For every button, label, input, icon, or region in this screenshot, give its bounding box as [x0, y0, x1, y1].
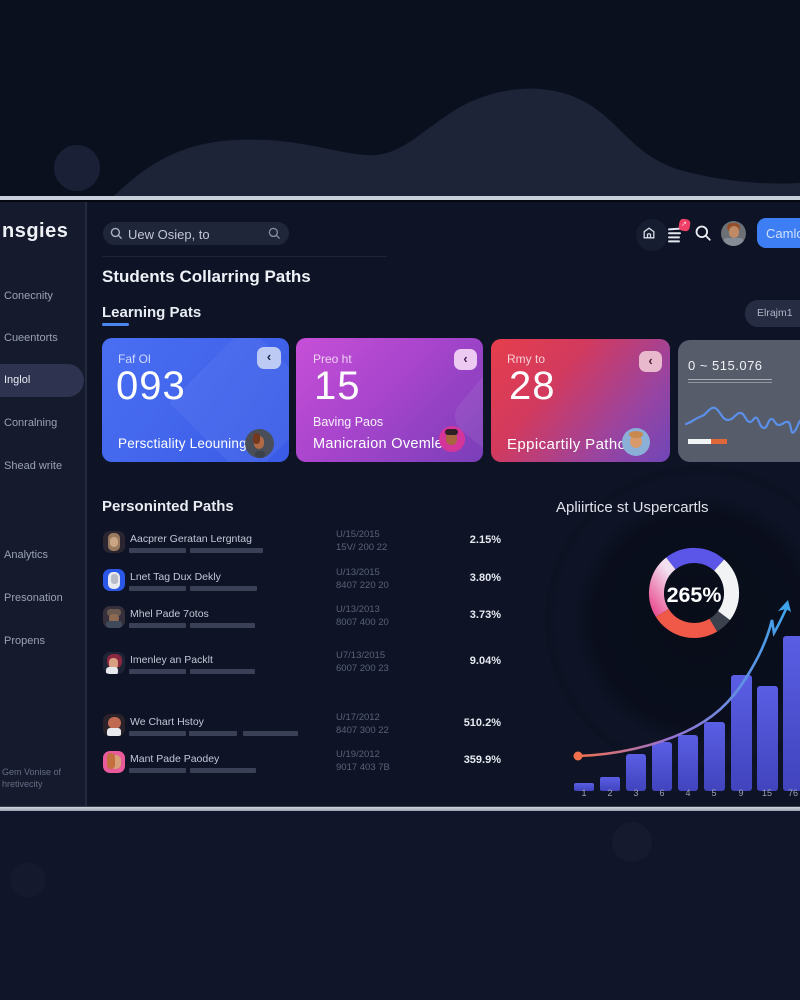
- svg-text:6: 6: [659, 788, 664, 798]
- svg-text:265%: 265%: [667, 583, 722, 607]
- svg-text:15: 15: [762, 788, 772, 798]
- svg-text:2: 2: [607, 788, 612, 798]
- svg-text:76: 76: [788, 788, 798, 798]
- svg-text:3: 3: [633, 788, 638, 798]
- svg-text:5: 5: [711, 788, 716, 798]
- svg-text:1: 1: [581, 788, 586, 798]
- svg-text:4: 4: [685, 788, 690, 798]
- svg-text:9: 9: [738, 788, 743, 798]
